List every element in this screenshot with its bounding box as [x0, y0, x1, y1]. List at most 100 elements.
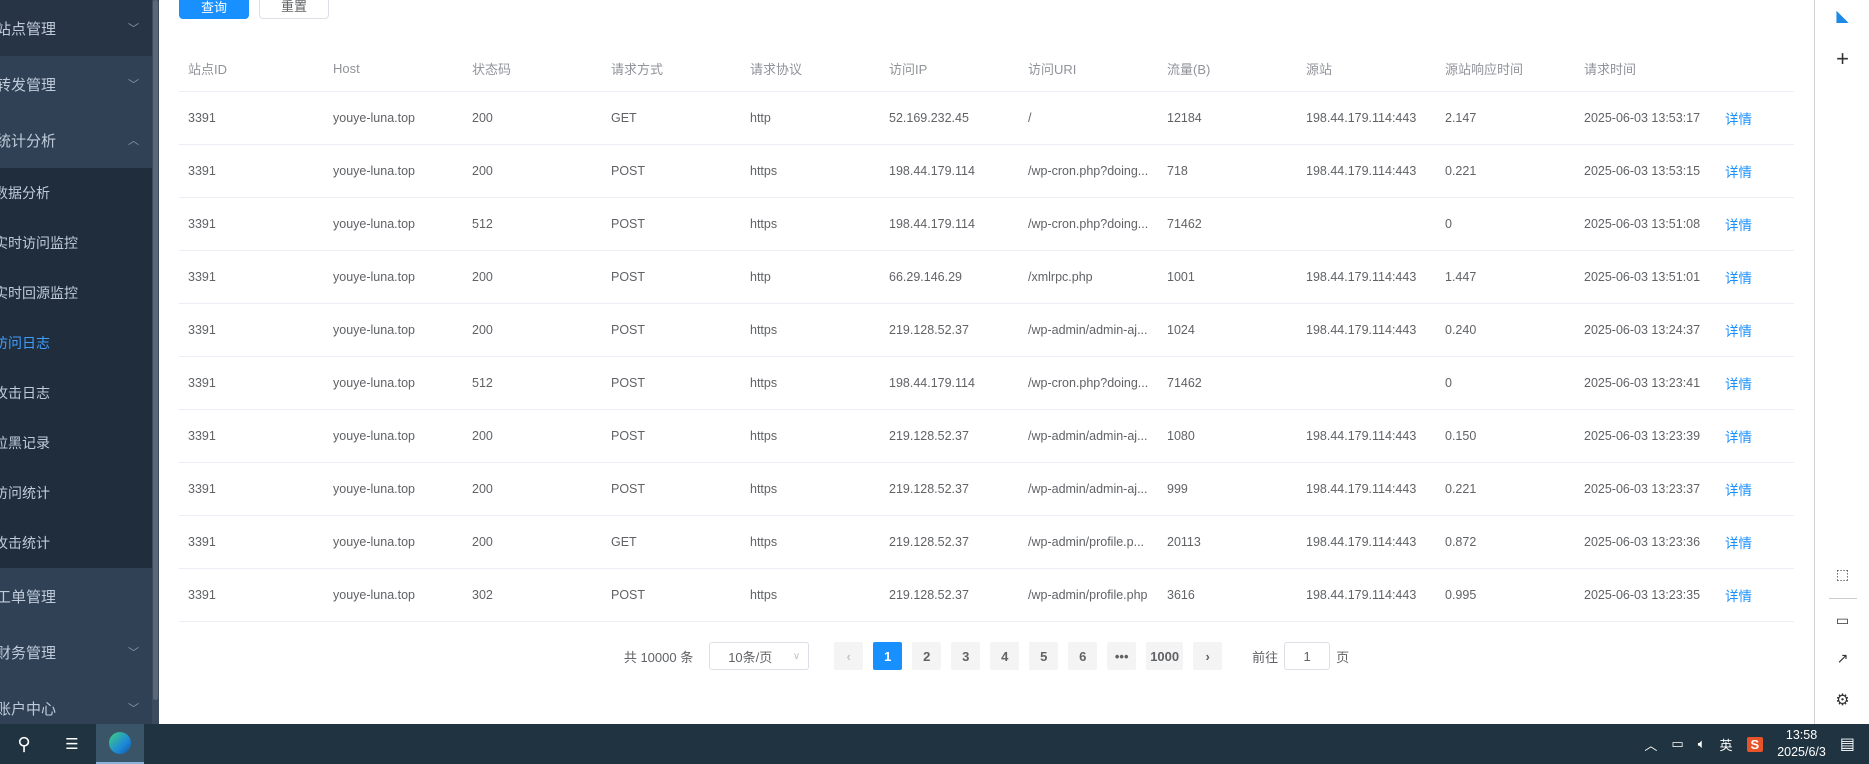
details-link[interactable]: 详情 — [1716, 462, 1794, 516]
table-cell: 198.44.179.114 — [880, 197, 1019, 251]
table-cell: 200 — [463, 462, 602, 516]
details-link[interactable]: 详情 — [1716, 568, 1794, 622]
search-icon[interactable]: ⚲ — [17, 733, 31, 754]
table-cell: 20113 — [1158, 515, 1297, 569]
sidebar-item[interactable]: 访问统计 — [0, 485, 50, 501]
table-cell: 3391 — [179, 515, 324, 569]
query-button[interactable]: 查询 — [179, 0, 249, 19]
details-link[interactable]: 详情 — [1716, 250, 1794, 304]
sidebar-scrollbar-thumb[interactable] — [153, 0, 158, 700]
task-view-icon[interactable]: ☰ — [65, 736, 79, 753]
table-cell: POST — [602, 568, 741, 622]
table-cell: youye-luna.top — [324, 462, 463, 516]
table-cell: 2025-06-03 13:23:37 — [1575, 462, 1716, 516]
ime-indicator[interactable]: 英 — [1719, 737, 1733, 753]
sidebar-group[interactable]: 工单管理 — [0, 568, 159, 624]
sidebar-group[interactable]: 站点管理 ﹀ — [0, 0, 159, 56]
column-header: 源站 — [1297, 46, 1436, 92]
page-size-select[interactable]: 10条/页 ∨ — [709, 642, 810, 670]
table-cell: 71462 — [1158, 197, 1297, 251]
add-icon[interactable]: + — [1836, 46, 1849, 71]
table-cell: 0.240 — [1436, 303, 1575, 357]
sidebar-item[interactable]: 攻击统计 — [0, 535, 50, 551]
details-link[interactable]: 详情 — [1716, 515, 1794, 569]
chevron-down-icon: ﹀ — [128, 79, 139, 91]
details-link[interactable]: 详情 — [1716, 356, 1794, 410]
goto-page-input[interactable] — [1284, 642, 1331, 670]
sidebar-group[interactable]: 统计分析 ︿ — [0, 112, 159, 168]
sidebar-item[interactable]: 实时回源监控 — [0, 285, 78, 301]
sidebar-item[interactable]: 拉黑记录 — [0, 435, 50, 451]
sidebar-group-label: 工单管理 — [0, 588, 57, 606]
table-row: 3391 youye-luna.top 200 POST http 66.29.146.2… — [179, 250, 1794, 304]
edge-browser-icon[interactable] — [96, 724, 144, 764]
chevron-right-icon: › — [1205, 648, 1210, 664]
table-cell: 1001 — [1158, 250, 1297, 304]
table-cell: 2025-06-03 13:53:15 — [1575, 144, 1716, 198]
table-cell: /wp-cron.php?doing... — [1019, 144, 1158, 198]
volume-icon[interactable]: 🔈︎ — [1697, 736, 1706, 751]
external-link-icon[interactable]: ↗ — [1836, 650, 1849, 666]
page-button[interactable]: 5 — [1029, 642, 1059, 670]
prev-page-button[interactable]: ‹ — [834, 642, 864, 670]
sidebar-group[interactable]: 转发管理 ﹀ — [0, 56, 159, 112]
page-size-value: 10条/页 — [728, 649, 773, 665]
table-cell: 0.995 — [1436, 568, 1575, 622]
gear-icon[interactable]: ⚙ — [1835, 692, 1850, 709]
details-link[interactable]: 详情 — [1716, 303, 1794, 357]
table-cell: 3391 — [179, 91, 324, 145]
details-link[interactable]: 详情 — [1716, 409, 1794, 463]
table-cell: GET — [602, 91, 741, 145]
page-button[interactable]: 2 — [912, 642, 942, 670]
chevron-up-icon[interactable]: ︿ — [1644, 737, 1658, 753]
table-cell: /wp-admin/admin-aj... — [1019, 303, 1158, 357]
table-cell: 200 — [463, 303, 602, 357]
page-button[interactable]: 3 — [951, 642, 981, 670]
table-cell: 1.447 — [1436, 250, 1575, 304]
table-row: 3391 youye-luna.top 512 POST https 198.44.179… — [179, 197, 1794, 251]
details-link[interactable]: 详情 — [1716, 197, 1794, 251]
reset-button[interactable]: 重置 — [259, 0, 329, 19]
table-cell: 512 — [463, 356, 602, 410]
page-button[interactable]: 6 — [1068, 642, 1098, 670]
table-cell: http — [741, 250, 880, 304]
table-cell: 12184 — [1158, 91, 1297, 145]
table-cell: 198.44.179.114:443 — [1297, 462, 1436, 516]
table-cell: 219.128.52.37 — [880, 409, 1019, 463]
taskbar: ⚲ ☰ ︿ ▭ 🔈︎ 英 S 13:58 2025/6/3 ▤ — [0, 724, 1869, 764]
table-cell: 200 — [463, 250, 602, 304]
sidebar-item[interactable]: 访问日志 — [0, 335, 50, 351]
next-page-button[interactable]: › — [1193, 642, 1223, 670]
details-link[interactable]: 详情 — [1716, 91, 1794, 145]
table-cell: 0 — [1436, 356, 1575, 410]
page-button[interactable]: 4 — [990, 642, 1020, 670]
table-row: 3391 youye-luna.top 200 GET https 219.128.52.… — [179, 515, 1794, 569]
table-cell: http — [741, 91, 880, 145]
screenshot-icon[interactable]: ⬚ — [1835, 566, 1850, 582]
network-icon[interactable]: ▭ — [1671, 736, 1684, 751]
table-cell: 3391 — [179, 409, 324, 463]
table-cell: 718 — [1158, 144, 1297, 198]
clock[interactable]: 13:58 2025/6/3 — [1777, 727, 1826, 761]
table-cell: /wp-admin/admin-aj... — [1019, 462, 1158, 516]
sidebar-group[interactable]: 财务管理 ﹀ — [0, 624, 159, 680]
table-cell: 999 — [1158, 462, 1297, 516]
sidebar-item[interactable]: 实时访问监控 — [0, 235, 78, 251]
sidebar-item[interactable]: 数据分析 — [0, 185, 50, 201]
sogou-ime-icon[interactable]: S — [1746, 736, 1764, 752]
page-button[interactable]: 1 — [873, 642, 903, 670]
table-cell: POST — [602, 303, 741, 357]
table-cell: 3391 — [179, 250, 324, 304]
column-header: 请求方式 — [602, 46, 741, 92]
table-cell: 198.44.179.114:443 — [1297, 303, 1436, 357]
notification-icon[interactable]: ▤ — [1839, 736, 1855, 753]
table-cell: 198.44.179.114:443 — [1297, 409, 1436, 463]
page-button[interactable]: 1000 — [1146, 642, 1184, 670]
sidebar-group[interactable]: 账户中心 ﹀ — [0, 680, 159, 724]
details-link[interactable]: 详情 — [1716, 144, 1794, 198]
sidebar-group-label: 站点管理 — [0, 20, 57, 38]
sidebar-toggle-icon[interactable]: ▭ — [1835, 612, 1850, 628]
sidebar-item[interactable]: 攻击日志 — [0, 385, 50, 401]
telegram-icon[interactable]: ◣ — [1836, 8, 1849, 25]
more-pages-button[interactable]: ••• — [1107, 642, 1137, 670]
